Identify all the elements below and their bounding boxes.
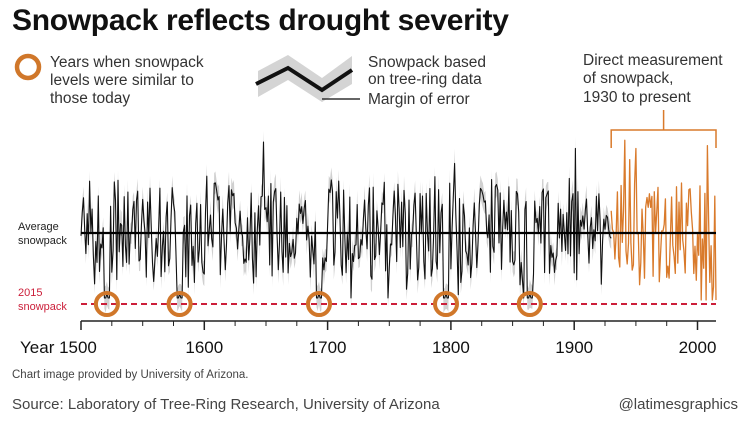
chart-title: Snowpack reflects drought severity — [12, 4, 509, 37]
twitter-handle: @latimesgraphics — [619, 396, 738, 413]
direct-measurement-annotation: Direct measurement of snowpack, 1930 to … — [583, 52, 723, 148]
highlight-circle-1864 — [516, 291, 543, 317]
highlight-circle-1580 — [166, 291, 193, 317]
measurement-bracket — [610, 110, 717, 148]
legend-circle-entry: Years when snowpack levels were similar … — [14, 53, 204, 107]
source-note: Source: Laboratory of Tree-Ring Research… — [12, 396, 440, 413]
legend-line-label-2: on tree-ring data — [368, 71, 482, 88]
highlight-circles — [93, 291, 543, 317]
direct-label-1: Direct measurement — [583, 52, 723, 69]
direct-label-3: 1930 to present — [583, 89, 691, 106]
average-label-1: Average — [18, 221, 59, 233]
highlight-circle-1693 — [306, 291, 332, 317]
legend-line-entry: Snowpack based on tree-ring data Margin … — [255, 54, 486, 108]
current-label-2: snowpack — [18, 301, 67, 313]
x-tick-label-1800: 1800 — [432, 338, 470, 357]
highlight-circle-1796 — [433, 291, 459, 317]
orange-ring-icon — [14, 53, 42, 81]
plot-area — [80, 130, 717, 317]
average-label-2: snowpack — [18, 235, 67, 247]
x-tick-label-1700: 1700 — [309, 338, 347, 357]
x-tick-label-1600: 1600 — [185, 338, 223, 357]
legend-circle-label-1: Years when snowpack — [50, 54, 204, 71]
legend-circle-label-3: those today — [50, 90, 130, 107]
x-tick-label-1900: 1900 — [555, 338, 593, 357]
tree-ring-series-line — [80, 141, 612, 299]
direct-label-2: of snowpack, — [583, 70, 673, 87]
current-label-1: 2015 — [18, 287, 42, 299]
direct-measurement-series-line — [610, 139, 717, 301]
x-axis: Year 1500 1600 1700 1800 1900 2000 — [20, 320, 717, 357]
highlight-circle-1521 — [93, 291, 120, 317]
chart-credit: Chart image provided by University of Ar… — [12, 369, 249, 381]
x-tick-label-2000: 2000 — [679, 338, 717, 357]
legend-band-label: Margin of error — [368, 91, 470, 108]
x-tick-label-1500: Year 1500 — [20, 338, 97, 357]
zigzag-band-icon — [255, 55, 360, 102]
legend-circle-label-2: levels were similar to — [50, 72, 194, 89]
legend-line-label-1: Snowpack based — [368, 54, 486, 71]
